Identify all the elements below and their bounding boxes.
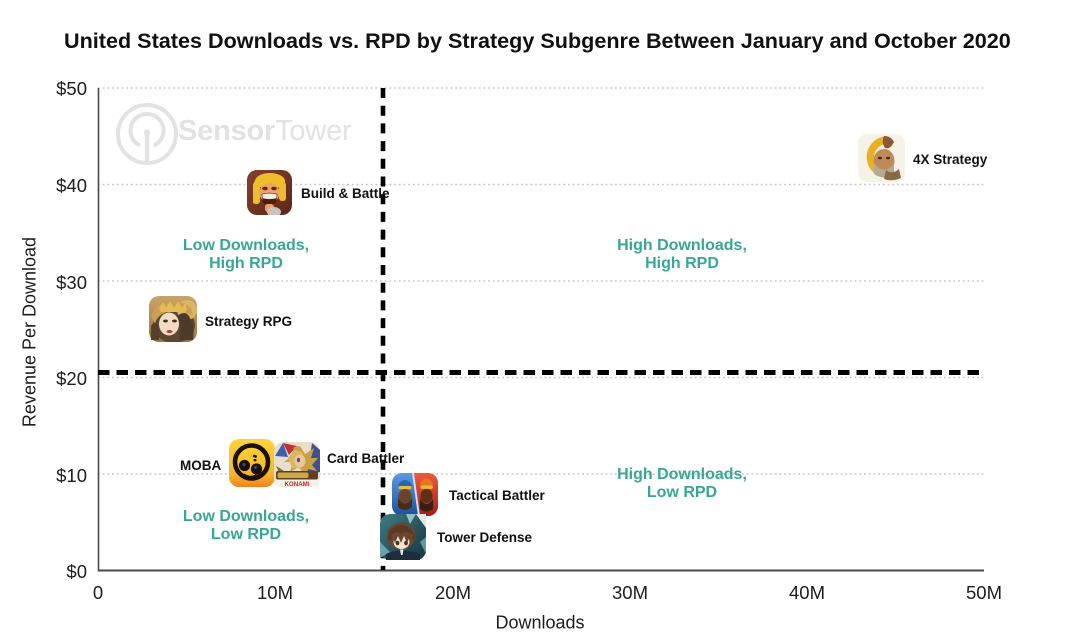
svg-text:KONAMI: KONAMI: [284, 481, 309, 487]
